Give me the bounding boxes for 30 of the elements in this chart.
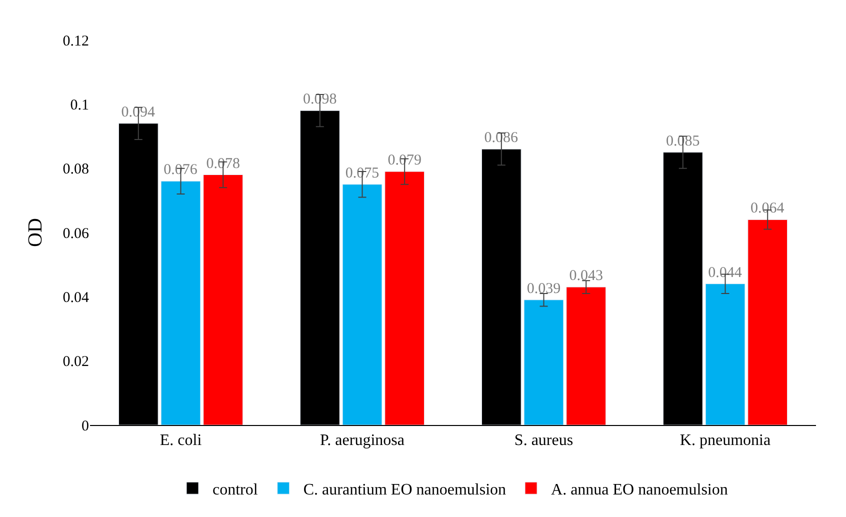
bar <box>384 171 425 425</box>
y-tick-label: 0.08 <box>62 162 89 178</box>
legend-label: C. aurantium EO nanoemulsion <box>303 481 506 498</box>
legend-label: A. annua EO nanoemulsion <box>551 481 728 498</box>
data-label: 0.076 <box>164 162 198 178</box>
y-tick-label: 0.06 <box>62 226 90 242</box>
data-label: 0.075 <box>345 165 380 182</box>
bar <box>566 286 606 425</box>
y-tick-label: 0.04 <box>62 290 90 306</box>
y-tick-label: 0.02 <box>62 354 89 370</box>
y-tick-label: 0.12 <box>62 33 89 50</box>
bar <box>160 180 201 425</box>
bar <box>748 219 788 425</box>
y-tick-label: 0 <box>82 418 89 434</box>
data-label: 0.043 <box>569 268 603 284</box>
x-tick-label: S. aureus <box>514 432 574 450</box>
bar <box>342 184 382 425</box>
data-label: 0.039 <box>526 280 561 297</box>
data-label: 0.078 <box>206 156 240 172</box>
bar <box>203 174 244 425</box>
bar <box>524 300 564 425</box>
x-tick-label: E. coli <box>160 432 202 450</box>
legend-label: control <box>212 481 258 498</box>
y-tick-label: 0.1 <box>70 97 89 114</box>
data-label: 0.044 <box>708 264 742 281</box>
x-tick-label: K. pneumonia <box>680 432 771 450</box>
y-axis-title: OD <box>24 218 46 247</box>
x-tick-label: P. aeruginosa <box>320 432 404 450</box>
data-label: 0.064 <box>750 200 785 217</box>
bar <box>705 284 746 425</box>
